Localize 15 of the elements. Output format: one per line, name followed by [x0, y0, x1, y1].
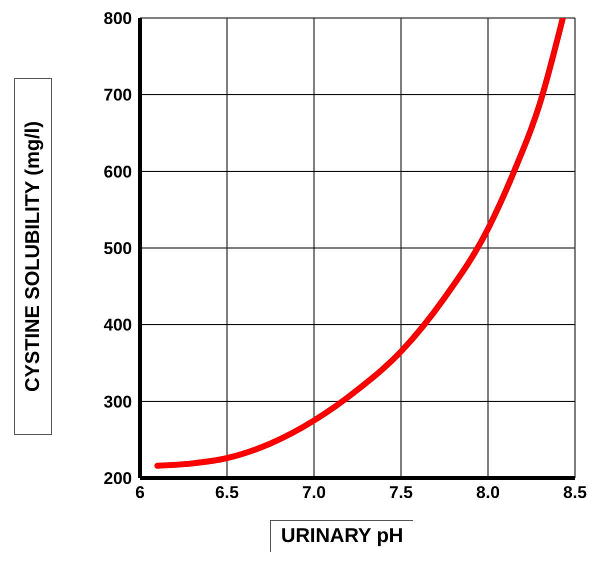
x-axis-title: URINARY pH — [270, 520, 414, 552]
y-tick-label: 600 — [104, 162, 132, 182]
x-tick-label: 6 — [135, 483, 145, 502]
y-tick-label: 500 — [104, 239, 132, 258]
y-tick-label: 800 — [104, 9, 132, 28]
y-tick-label: 300 — [104, 392, 132, 412]
x-tick-label: 7.5 — [389, 483, 413, 502]
x-tick-label: 8.0 — [476, 483, 500, 502]
y-tick-label: 700 — [104, 86, 132, 105]
y-axis-title: CYSTINE SOLUBILITY (mg/l) — [22, 121, 44, 392]
y-tick-label: 200 — [104, 469, 132, 488]
x-tick-label: 8.5 — [563, 483, 587, 502]
x-tick-label: 6.5 — [215, 483, 239, 502]
y-tick-label: 400 — [104, 316, 132, 335]
x-tick-label: 7.0 — [302, 483, 326, 502]
